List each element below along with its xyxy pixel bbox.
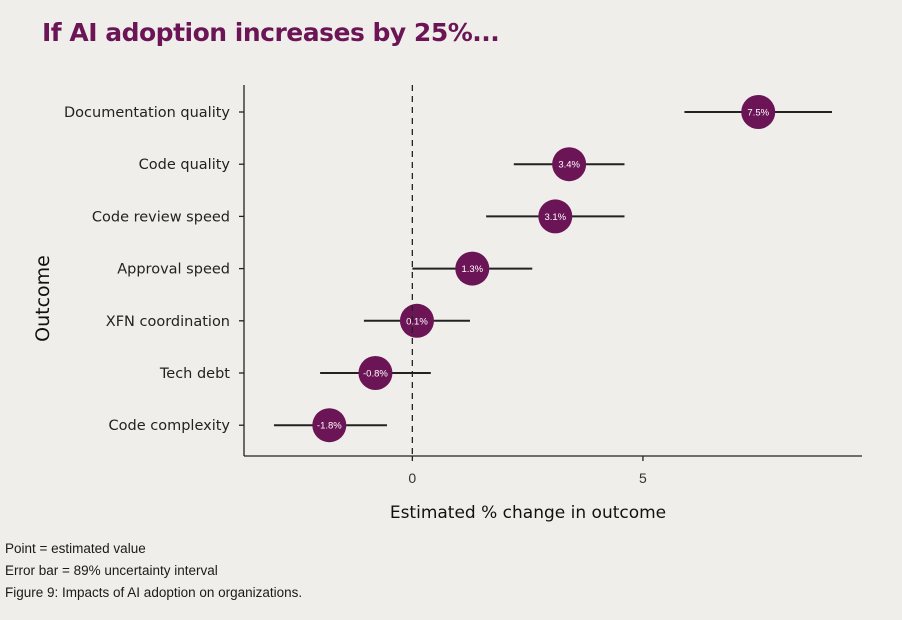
point-estimate <box>455 251 490 286</box>
x-axis-label: Estimated % change in outcome <box>390 503 666 523</box>
point-estimate <box>552 147 587 182</box>
y-tick-label: Code review speed <box>92 209 230 225</box>
chart-title: If AI adoption increases by 25%... <box>42 18 500 47</box>
data-label: 0.1% <box>406 316 428 327</box>
data-label: 7.5% <box>747 108 769 119</box>
data-label: 3.4% <box>558 160 580 171</box>
data-label: -1.8% <box>317 421 342 432</box>
y-tick-label: XFN coordination <box>106 314 230 330</box>
x-tick-label: 5 <box>639 470 647 486</box>
point-estimate <box>399 303 434 338</box>
point-estimate <box>538 199 573 234</box>
point-estimate <box>358 356 393 390</box>
data-label: 3.1% <box>544 212 566 223</box>
data-label: 1.3% <box>461 264 483 275</box>
note-error-bar: Error bar = 89% uncertainty interval <box>5 563 218 578</box>
y-tick-label: Tech debt <box>159 366 230 382</box>
y-tick-label: Approval speed <box>117 262 230 278</box>
note-point: Point = estimated value <box>5 541 146 556</box>
y-tick-label: Code complexity <box>109 418 231 434</box>
figure-caption: Figure 9: Impacts of AI adoption on orga… <box>5 585 303 600</box>
y-tick-label: Code quality <box>139 157 231 173</box>
point-estimate <box>741 95 776 129</box>
y-axis-label: Outcome <box>32 255 54 342</box>
x-tick-label: 0 <box>408 470 416 486</box>
y-tick-label: Documentation quality <box>64 105 230 121</box>
data-label: -0.8% <box>363 369 388 380</box>
point-estimate <box>312 408 347 443</box>
